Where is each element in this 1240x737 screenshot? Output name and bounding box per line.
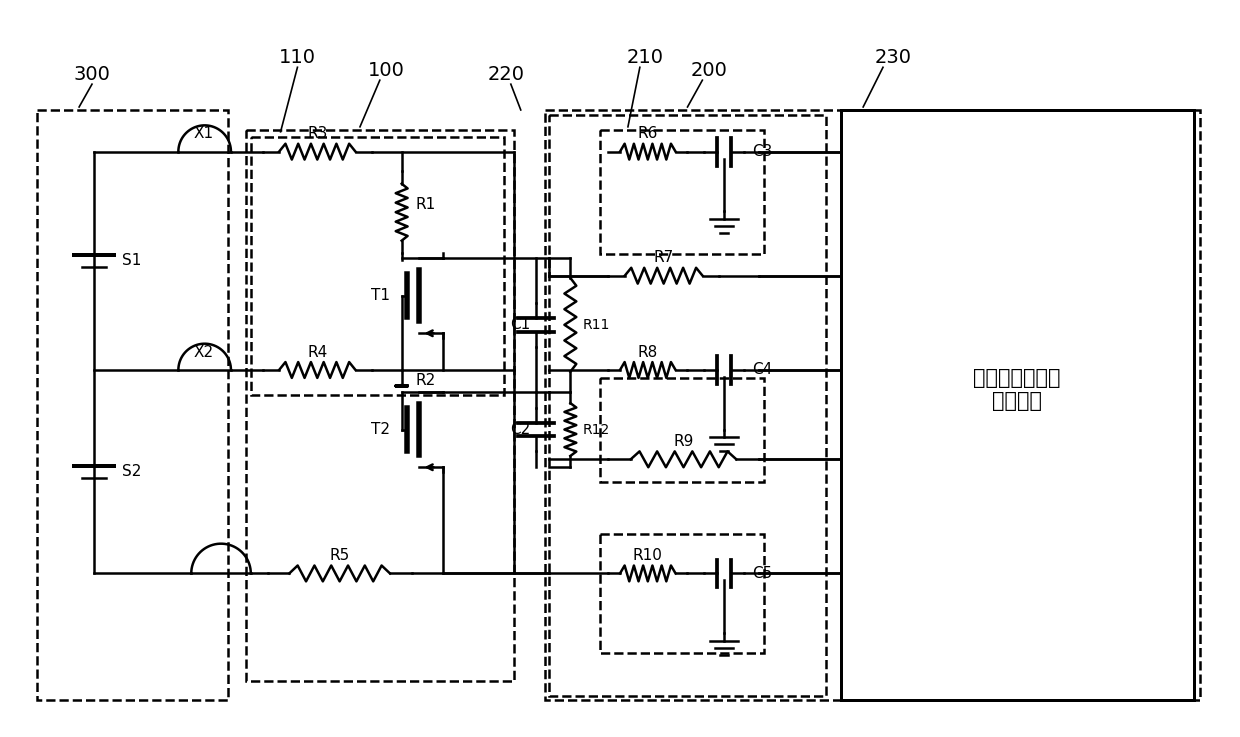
Text: C5: C5 bbox=[751, 566, 773, 581]
Bar bbox=[246, 130, 513, 681]
Text: 110: 110 bbox=[279, 48, 316, 67]
Text: R8: R8 bbox=[637, 345, 658, 360]
Text: R5: R5 bbox=[329, 548, 350, 563]
Text: R11: R11 bbox=[583, 318, 610, 332]
Text: C4: C4 bbox=[751, 363, 773, 377]
Bar bbox=[37, 110, 228, 700]
Text: C3: C3 bbox=[751, 144, 773, 159]
Text: R1: R1 bbox=[415, 198, 435, 212]
Text: S1: S1 bbox=[122, 254, 141, 268]
Text: T2: T2 bbox=[371, 422, 389, 437]
Bar bbox=[600, 130, 764, 254]
Text: 100: 100 bbox=[368, 60, 405, 80]
Text: R7: R7 bbox=[653, 251, 673, 265]
Text: T1: T1 bbox=[371, 288, 389, 303]
Text: R4: R4 bbox=[308, 345, 327, 360]
Text: R9: R9 bbox=[673, 434, 693, 449]
Text: 220: 220 bbox=[487, 65, 525, 84]
Bar bbox=[841, 110, 1194, 700]
Text: R3: R3 bbox=[308, 126, 327, 142]
Text: R10: R10 bbox=[632, 548, 662, 563]
Text: R2: R2 bbox=[415, 374, 435, 388]
Text: X1: X1 bbox=[193, 126, 213, 142]
Text: R12: R12 bbox=[583, 422, 610, 436]
Text: 电压采集和均衡
驱动电路: 电压采集和均衡 驱动电路 bbox=[973, 368, 1060, 411]
Text: 300: 300 bbox=[73, 65, 110, 84]
Text: X2: X2 bbox=[193, 345, 213, 360]
Bar bbox=[600, 378, 764, 482]
Text: R6: R6 bbox=[637, 126, 658, 142]
Bar bbox=[250, 137, 503, 395]
Text: S2: S2 bbox=[122, 464, 141, 479]
Text: 230: 230 bbox=[874, 48, 911, 67]
Text: 200: 200 bbox=[691, 60, 728, 80]
Bar bbox=[600, 534, 764, 653]
Text: C2: C2 bbox=[511, 422, 531, 437]
Text: 210: 210 bbox=[626, 48, 663, 67]
Bar bbox=[548, 115, 826, 696]
Text: C1: C1 bbox=[511, 318, 531, 332]
Bar bbox=[841, 110, 1194, 700]
Bar bbox=[544, 110, 1199, 700]
